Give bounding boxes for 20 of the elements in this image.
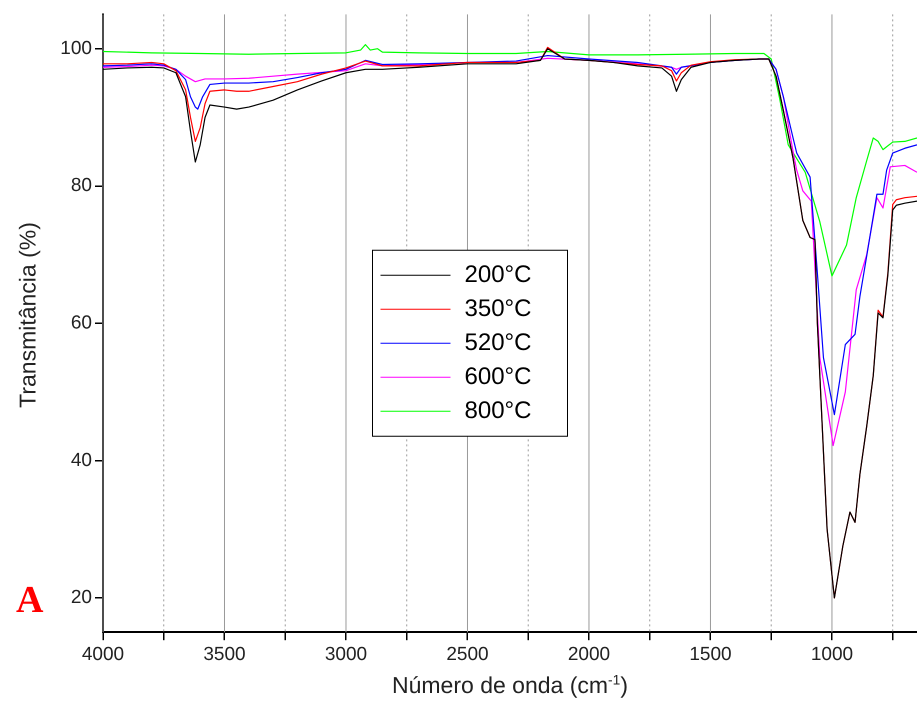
legend-label: 520°C — [464, 328, 532, 356]
x-tick-label: 2000 — [568, 644, 610, 665]
x-tick-label: 3500 — [203, 644, 246, 665]
y-tick-label: 40 — [70, 450, 92, 471]
y-axis-title: Transmitância (%) — [14, 222, 42, 408]
legend-label: 350°C — [464, 294, 532, 322]
y-tick-label: 80 — [70, 175, 92, 196]
x-axis-title: Número de onda (cm$^{-1}$) — [391, 672, 629, 699]
x-tick-label: 2500 — [446, 644, 489, 665]
legend-label: 200°C — [464, 260, 532, 288]
text: A — [16, 578, 44, 622]
y-tick-label: 60 — [70, 312, 92, 334]
legend-label: 600°C — [464, 362, 532, 390]
x-tick-label: 1500 — [689, 644, 732, 665]
x-tick-label: 4000 — [82, 644, 124, 665]
y-tick-label: 20 — [70, 587, 92, 608]
x-tick-label: 3000 — [324, 644, 368, 665]
y-tick-label: 100 — [60, 38, 92, 59]
legend-label: 800°C — [464, 396, 532, 424]
x-tick-label: 1000 — [810, 644, 854, 665]
